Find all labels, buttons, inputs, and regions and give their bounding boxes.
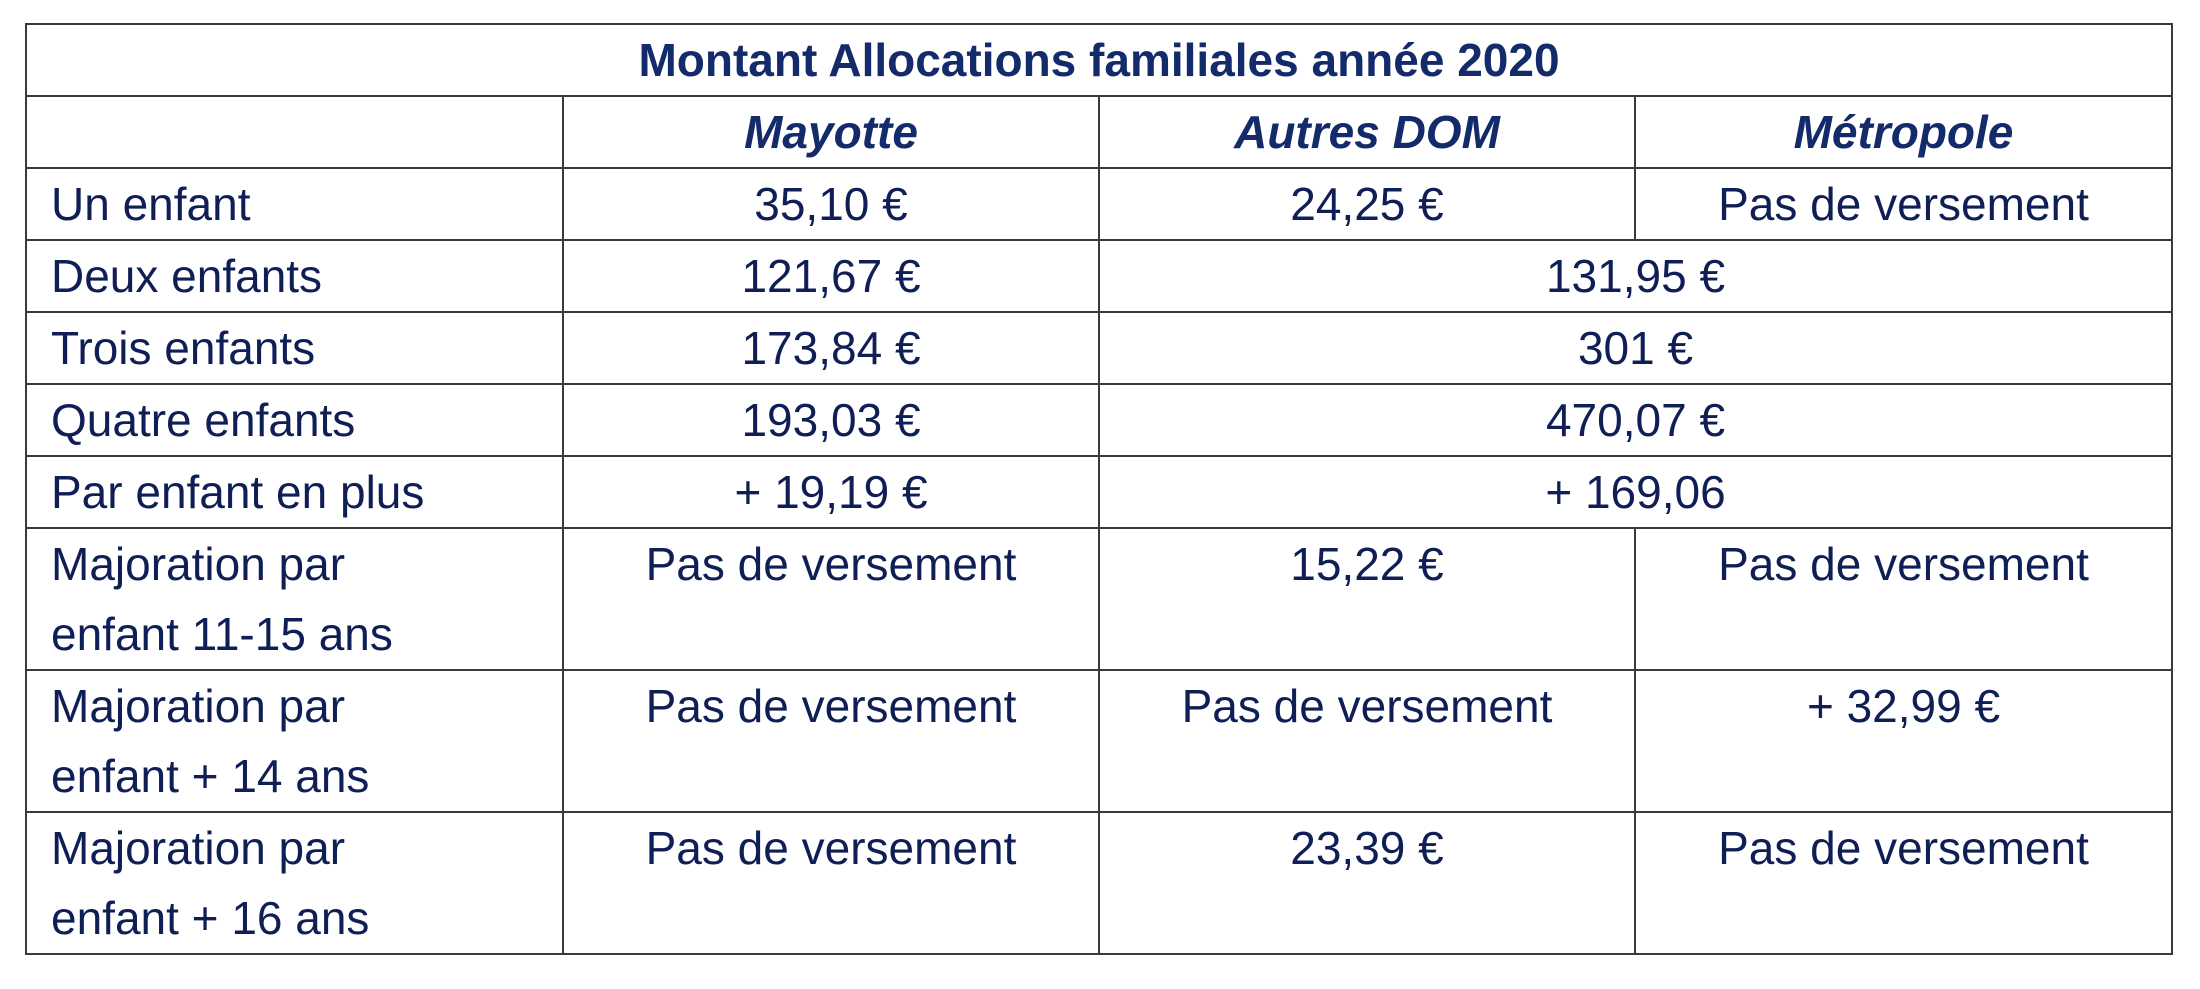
cell-mayotte: 121,67 € [562,239,1100,313]
table-row: Trois enfants 173,84 € 301 € [25,311,2173,385]
title-row: Montant Allocations familiales année 202… [25,23,2173,97]
header-empty [25,95,564,169]
cell-mayotte: Pas de versement [562,669,1100,813]
row-label-line1: Majoration par [51,822,346,874]
row-label: Un enfant [25,167,564,241]
row-label: Majoration par enfant + 14 ans [25,669,564,813]
row-label: Quatre enfants [25,383,564,457]
cell-autres-dom-metropole: 131,95 € [1098,239,2173,313]
allocations-table-container: Montant Allocations familiales année 202… [25,23,2173,955]
cell-mayotte: 35,10 € [562,167,1100,241]
row-label-line1: Majoration par [51,538,346,590]
cell-mayotte: Pas de versement [562,527,1100,671]
header-metropole: Métropole [1634,95,2173,169]
cell-autres-dom: 15,22 € [1098,527,1636,671]
cell-autres-dom-metropole: 301 € [1098,311,2173,385]
table-row: Majoration par enfant + 16 ans Pas de ve… [25,811,2173,955]
cell-mayotte: 173,84 € [562,311,1100,385]
cell-metropole: Pas de versement [1634,811,2173,955]
table-row: Un enfant 35,10 € 24,25 € Pas de verseme… [25,167,2173,241]
cell-metropole: + 32,99 € [1634,669,2173,813]
row-label: Majoration par enfant 11-15 ans [25,527,564,671]
row-label: Par enfant en plus [25,455,564,529]
allocations-table: Montant Allocations familiales année 202… [25,23,2173,955]
row-label-line2: enfant 11-15 ans [51,608,393,660]
cell-autres-dom: 23,39 € [1098,811,1636,955]
row-label-line1: Majoration par [51,680,346,732]
cell-autres-dom-metropole: + 169,06 [1098,455,2173,529]
row-label-line2: enfant + 16 ans [51,892,370,944]
table-row: Deux enfants 121,67 € 131,95 € [25,239,2173,313]
cell-mayotte: Pas de versement [562,811,1100,955]
cell-autres-dom-metropole: 470,07 € [1098,383,2173,457]
table-row: Quatre enfants 193,03 € 470,07 € [25,383,2173,457]
table-row: Majoration par enfant + 14 ans Pas de ve… [25,669,2173,813]
table-row: Par enfant en plus + 19,19 € + 169,06 [25,455,2173,529]
row-label: Trois enfants [25,311,564,385]
cell-mayotte: 193,03 € [562,383,1100,457]
table-title: Montant Allocations familiales année 202… [25,23,2173,97]
row-label: Majoration par enfant + 16 ans [25,811,564,955]
row-label: Deux enfants [25,239,564,313]
cell-autres-dom: Pas de versement [1098,669,1636,813]
cell-mayotte: + 19,19 € [562,455,1100,529]
cell-metropole: Pas de versement [1634,167,2173,241]
header-row: Mayotte Autres DOM Métropole [25,95,2173,169]
cell-autres-dom: 24,25 € [1098,167,1636,241]
row-label-line2: enfant + 14 ans [51,750,370,802]
cell-metropole: Pas de versement [1634,527,2173,671]
table-row: Majoration par enfant 11-15 ans Pas de v… [25,527,2173,671]
header-autres-dom: Autres DOM [1098,95,1636,169]
header-mayotte: Mayotte [562,95,1100,169]
